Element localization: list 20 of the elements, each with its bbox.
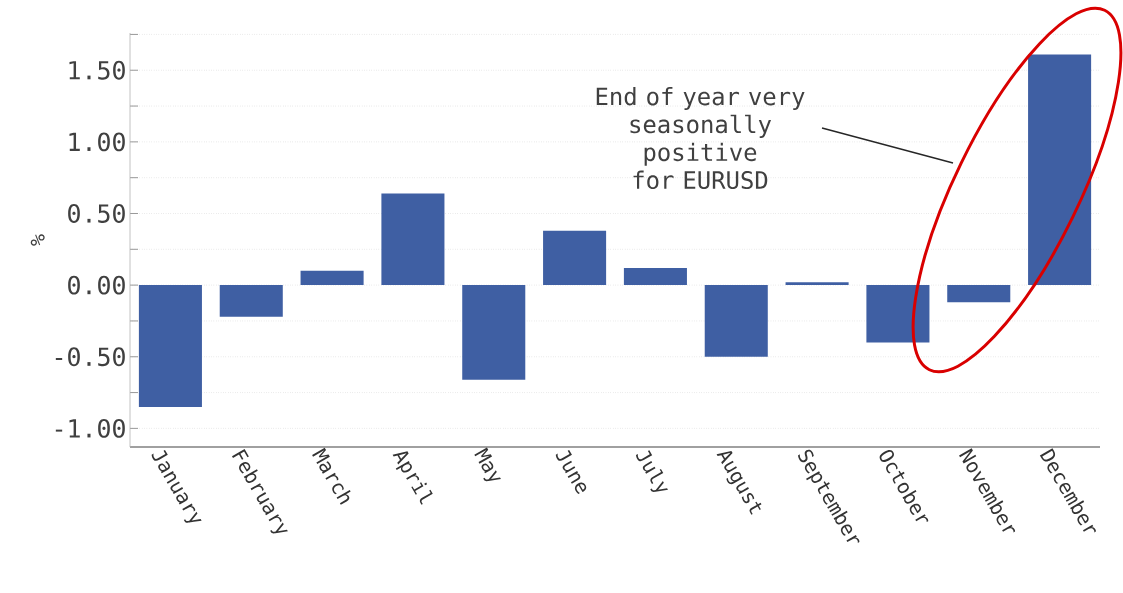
y-tick-label: -0.50: [55, 347, 125, 367]
bar: [381, 193, 445, 286]
bar: [623, 267, 687, 286]
bar: [462, 285, 526, 380]
annotation: End of year very seasonally positive for EURUSD: [596, 86, 805, 190]
y-tick-label: 1.50: [69, 60, 125, 80]
bar: [138, 285, 202, 407]
y-axis-title: %: [30, 234, 45, 246]
bar: [704, 285, 768, 357]
y-tick-label: 0.50: [68, 204, 125, 223]
bar: [1028, 54, 1092, 286]
y-tick-label: 1.00: [69, 132, 125, 152]
bar: [947, 285, 1011, 303]
y-tick-label: 0.00: [68, 275, 125, 295]
bar: [543, 230, 607, 286]
bar: [219, 285, 283, 317]
bar: [300, 270, 364, 286]
bar: [785, 282, 849, 286]
y-tick-label: -1.00: [55, 418, 125, 438]
bar: [866, 285, 930, 343]
